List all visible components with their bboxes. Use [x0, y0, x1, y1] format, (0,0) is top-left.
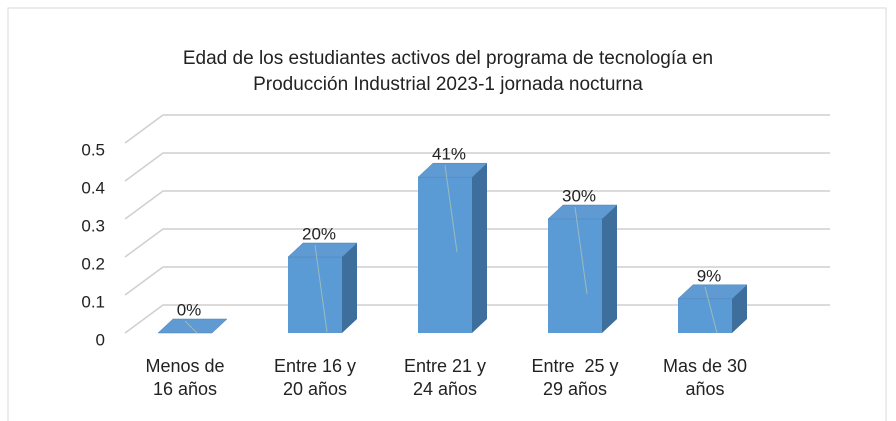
- y-tick-label: 0.2: [81, 254, 105, 273]
- grid-line: [124, 190, 830, 220]
- label-leader: [574, 206, 588, 295]
- x-tick-label: Entre 16 y 20 años: [273, 356, 357, 399]
- bar-side: [342, 243, 357, 333]
- x-tick-label: Entre 21 y 24 años: [403, 356, 487, 399]
- data-label: 30%: [562, 186, 596, 205]
- label-leader: [704, 286, 718, 334]
- bar-side: [472, 163, 487, 333]
- bar-top: [547, 204, 618, 220]
- data-label: 9%: [697, 266, 722, 285]
- x-tick-label: Mas de 30 años: [662, 356, 748, 399]
- y-tick-label: 0.5: [81, 140, 105, 159]
- bar-top: [417, 162, 488, 178]
- data-label: 20%: [302, 224, 336, 243]
- bar: [678, 298, 732, 333]
- bar: [548, 219, 602, 333]
- chart-title: Edad de los estudiantes activos del prog…: [182, 48, 714, 95]
- bar-side: [602, 205, 617, 333]
- y-tick-label: 0.1: [81, 292, 105, 311]
- bar-side: [732, 284, 747, 333]
- label-leader: [184, 320, 198, 334]
- y-tick-label: 0.3: [81, 216, 105, 235]
- y-tick-label: 0.4: [81, 178, 105, 197]
- data-label: 41%: [432, 145, 466, 164]
- grid-line: [124, 114, 830, 144]
- grid-line: [124, 152, 830, 182]
- label-leader: [444, 165, 458, 253]
- bar-top: [287, 242, 358, 258]
- chart-border: [7, 7, 887, 421]
- x-tick-label: Entre 25 y 29 años: [531, 356, 619, 399]
- data-label: 0%: [177, 300, 202, 319]
- bar: [288, 257, 342, 333]
- label-leader: [314, 244, 328, 333]
- x-tick-label: Menos de 16 años: [145, 356, 225, 399]
- y-tick-label: 0: [96, 330, 105, 349]
- bar-top: [157, 318, 228, 334]
- bar-top: [677, 284, 748, 300]
- bar: [418, 177, 472, 333]
